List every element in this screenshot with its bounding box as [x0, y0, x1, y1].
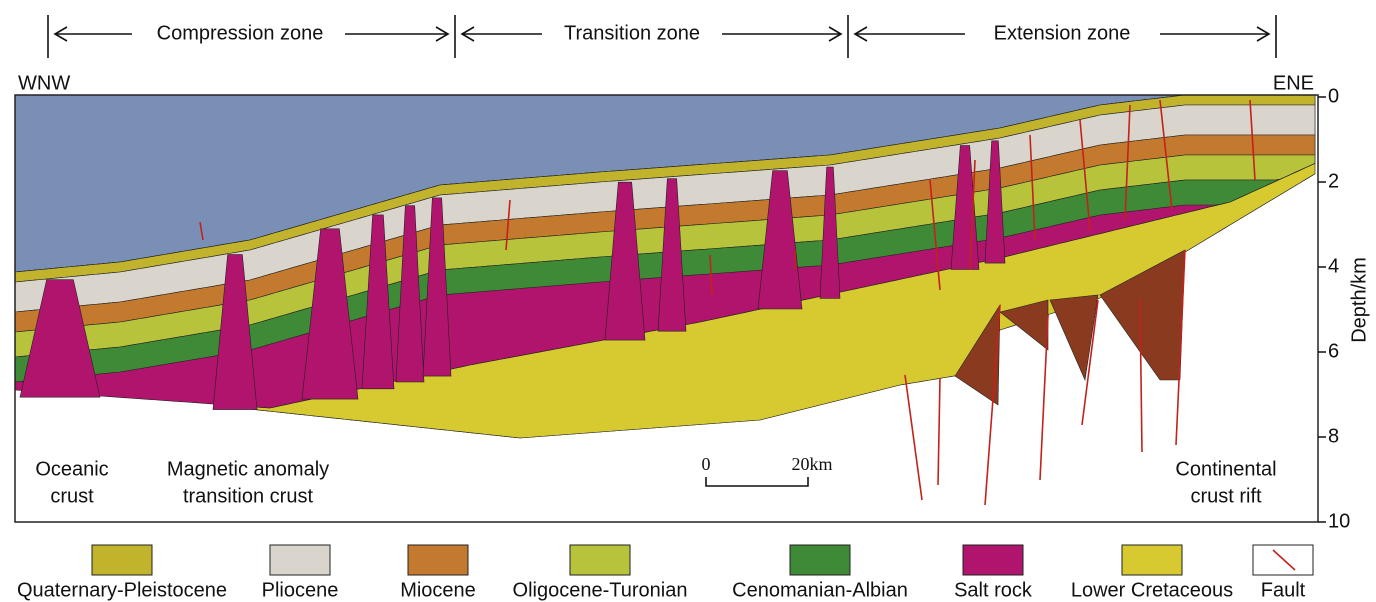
tick-label: 0: [1328, 85, 1339, 107]
page: Compression zone Transition zone Extensi…: [0, 0, 1376, 602]
legend-label: Fault: [1261, 579, 1306, 601]
zone-label: Transition zone: [564, 22, 700, 44]
annotation: Oceanic: [35, 458, 108, 480]
legend-label: Quaternary-Pleistocene: [17, 579, 227, 601]
zone-label: Compression zone: [157, 22, 324, 44]
fault: [905, 375, 922, 500]
legend-label: Pliocene: [262, 579, 339, 601]
legend-label: Salt rock: [954, 579, 1033, 601]
legend-swatch: [270, 545, 330, 575]
scale-label: 0: [702, 454, 711, 474]
direction-right: ENE: [1273, 72, 1314, 94]
legend-swatch: [570, 545, 630, 575]
annotation: transition crust: [183, 485, 313, 507]
legend-label: Lower Cretaceous: [1071, 579, 1233, 601]
geology: [15, 95, 1315, 505]
legend-label: Cenomanian-Albian: [732, 579, 908, 601]
legend-swatch: [790, 545, 850, 575]
tick-label: 10: [1328, 510, 1350, 532]
depth-axis: 0 2 4 6 8 10: [1318, 85, 1350, 532]
tick-label: 8: [1328, 425, 1339, 447]
legend: Quaternary-Pleistocene Pliocene Miocene Oli…: [17, 545, 1313, 601]
tick-label: 6: [1328, 340, 1339, 362]
legend-label: Oligocene-Turonian: [513, 579, 688, 601]
annotation: Continental: [1175, 458, 1276, 480]
scale-bar: [706, 477, 808, 486]
axis-title: Depth/km: [1348, 257, 1370, 343]
scale-label: 20km: [791, 454, 832, 474]
tick-label: 4: [1328, 255, 1339, 277]
cross-section: Compression zone Transition zone Extensi…: [0, 0, 1376, 602]
basement-block: [1050, 295, 1098, 380]
legend-label: Miocene: [400, 579, 476, 601]
annotation: crust: [50, 485, 94, 507]
fault: [938, 378, 940, 485]
direction-left: WNW: [18, 72, 70, 94]
legend-swatch: [1122, 545, 1182, 575]
annotation: Magnetic anomaly: [167, 458, 329, 480]
tick-label: 2: [1328, 170, 1339, 192]
annotation: crust rift: [1190, 485, 1262, 507]
zone-label: Extension zone: [994, 22, 1131, 44]
legend-swatch: [408, 545, 468, 575]
legend-swatch: [92, 545, 152, 575]
legend-swatch: [963, 545, 1023, 575]
